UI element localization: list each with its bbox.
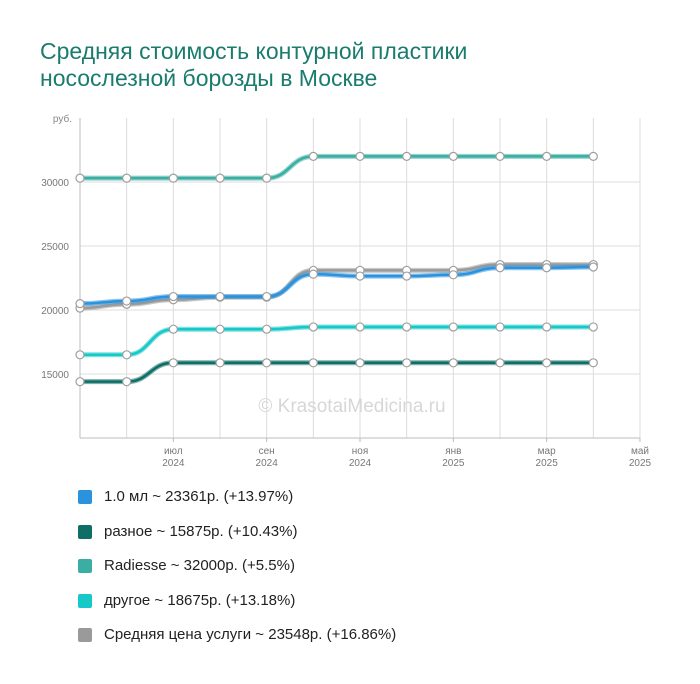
legend-label: Radiesse ~ 32000р. (+5.5%) [104,557,295,575]
data-point [402,358,412,368]
data-point [168,291,178,302]
y-tick-label: 25000 [41,242,69,253]
data-point [495,358,505,368]
data-point [448,322,458,332]
data-point [168,358,178,368]
legend-item-radiesse[interactable]: Radiesse ~ 32000р. (+5.5%) [78,557,396,592]
data-point [495,322,505,332]
data-point [122,350,132,360]
data-point [402,271,412,281]
data-point [75,173,85,183]
x-tick-label-year: 2025 [442,458,465,469]
series-line [78,263,595,310]
legend-item-drugoe[interactable]: другое ~ 18675р. (+13.18%) [78,592,396,627]
data-point [355,271,365,281]
legend-swatch [78,490,92,504]
data-point [308,358,318,368]
data-point [215,173,225,183]
data-point [448,358,458,368]
data-point [75,377,85,387]
data-point [542,151,552,161]
data-point [75,299,85,309]
data-point [168,173,178,183]
watermark: © KrasotaiMedicina.ru [258,396,445,417]
series-line [78,325,595,357]
line-chart: 15000200002500030000руб.июл2024сен2024но… [41,113,652,469]
series-другое [75,322,598,360]
data-point [588,322,598,332]
data-point [215,358,225,368]
data-point [308,322,318,332]
data-point [542,358,552,368]
y-tick-label: 15000 [41,370,69,381]
chart-title: Средняя стоимость контурной пластики нос… [40,38,640,92]
legend-item-1-0-ml[interactable]: 1.0 мл ~ 23361р. (+13.97%) [78,488,396,523]
series-radiesse [75,151,598,183]
data-point [355,151,365,161]
legend-item-raznoe[interactable]: разное ~ 15875р. (+10.43%) [78,523,396,558]
data-point [355,358,365,368]
data-point [588,262,598,272]
data-point [588,358,598,368]
data-point [542,263,552,273]
y-tick-label: 30000 [41,178,69,189]
legend-swatch [78,559,92,574]
data-point [495,151,505,161]
data-point [75,350,85,360]
data-point [542,322,552,332]
series-1-0-мл [75,262,598,309]
data-point [215,291,225,302]
data-point [308,151,318,161]
data-point [495,263,505,273]
legend-item-average-price[interactable]: Средняя цена услуги ~ 23548р. (+16.86%) [78,626,396,661]
legend-label: Средняя цена услуги ~ 23548р. (+16.86%) [104,626,397,644]
x-tick-label-month: янв [445,446,461,457]
data-point [262,291,272,302]
series-line [78,155,595,180]
x-tick-label-month: май [631,446,649,457]
series-разное [75,358,598,387]
legend-label: разное ~ 15875р. (+10.43%) [104,522,298,540]
x-tick-label-year: 2025 [536,458,559,469]
data-point [122,296,132,306]
data-point [262,173,272,183]
data-point [262,324,272,334]
chart-legend: 1.0 мл ~ 23361р. (+13.97%) разное ~ 1587… [78,488,396,661]
x-tick-label-year: 2025 [629,458,652,469]
legend-label: другое ~ 18675р. (+13.18%) [104,591,296,609]
legend-swatch [78,593,92,608]
x-tick-label-year: 2024 [256,458,279,469]
data-point [122,173,132,183]
data-point [402,151,412,161]
x-tick-label-month: мар [538,446,556,457]
legend-label: 1.0 мл ~ 23361р. (+13.97%) [104,488,294,505]
x-tick-label-month: сен [259,446,275,457]
data-point [448,151,458,161]
data-point [448,270,458,280]
x-tick-label-year: 2024 [349,458,372,469]
data-point [588,151,598,161]
data-point [122,377,132,387]
y-axis-unit-label: руб. [53,113,72,125]
x-tick-label-month: июл [164,446,183,457]
data-point [262,358,272,368]
series-line-shadow [77,360,596,385]
chart-title-line-2: носослезной борозды в Москве [40,65,378,91]
legend-swatch [78,628,92,643]
data-point [355,322,365,332]
data-point [402,322,412,332]
series-line-shadow [77,153,596,181]
data-point [308,269,318,279]
y-tick-label: 20000 [41,306,69,317]
data-point [215,324,225,334]
legend-swatch [78,524,92,539]
data-point [168,324,178,334]
series-line-shadow [77,324,596,358]
x-tick-label-year: 2024 [162,458,185,469]
chart-title-line-1: Средняя стоимость контурной пластики [40,38,468,64]
x-tick-label-month: ноя [352,446,369,457]
